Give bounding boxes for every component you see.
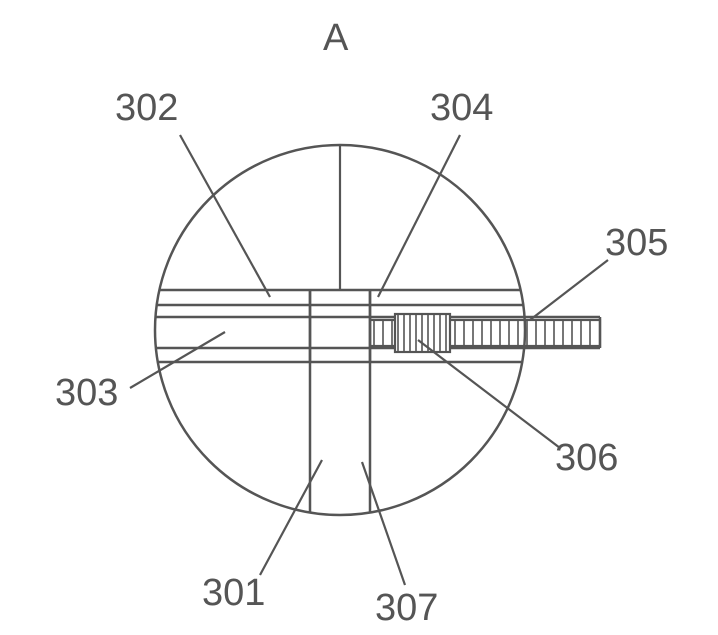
label-304: 304 [430,87,493,129]
label-306: 306 [555,437,618,479]
label-307: 307 [375,587,438,629]
label-A: A [323,17,349,59]
label-301: 301 [202,572,265,614]
label-303: 303 [55,372,118,414]
screw-nut [395,314,450,352]
label-302: 302 [115,87,178,129]
label-305: 305 [605,222,668,264]
